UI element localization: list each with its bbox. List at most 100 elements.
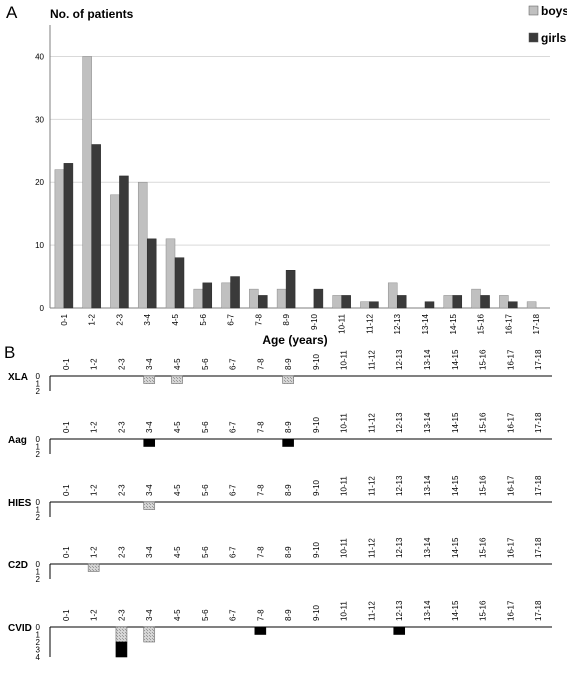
b-column-label: 0-1 (62, 484, 71, 496)
bar-boys (526, 301, 537, 309)
b-column-label: 8-9 (284, 546, 293, 558)
b-column-label: 6-7 (229, 484, 238, 496)
bar-girls (258, 295, 268, 309)
panel-a-letter: A (6, 3, 18, 22)
b-column-label: 12-13 (395, 600, 404, 621)
b-column-label: 9-10 (312, 416, 321, 433)
bar-girls (230, 276, 240, 309)
bar-boys (332, 295, 342, 309)
b-column-label: 15-16 (479, 537, 488, 558)
legend-label-boys: boys (541, 4, 567, 18)
b-column-label: 15-16 (479, 349, 488, 370)
x-tick-label: 14-15 (449, 313, 458, 334)
x-tick-label: 9-10 (310, 313, 319, 330)
b-column-label: 12-13 (395, 537, 404, 558)
b-column-label: 10-11 (340, 350, 349, 370)
b-column-label: 12-13 (395, 475, 404, 496)
x-tick-label: 13-14 (421, 313, 430, 334)
bar-girls (202, 282, 213, 309)
x-tick-label: 17-18 (532, 313, 541, 334)
b-column-label: 2-3 (117, 546, 126, 558)
b-column-label: 10-11 (340, 538, 349, 558)
b-column-label: 10-11 (340, 601, 349, 621)
bar-boys (471, 288, 481, 309)
b-column-label: 15-16 (479, 412, 488, 433)
b-column-label: 0-1 (62, 421, 71, 433)
bar-girls (313, 288, 324, 309)
bar-girls (63, 163, 74, 309)
bar-girls (508, 301, 518, 309)
b-bar-boys (143, 375, 156, 384)
x-tick-label: 0-1 (60, 313, 69, 325)
b-column-label: 16-17 (506, 349, 515, 370)
b-column-label: 15-16 (479, 475, 488, 496)
x-tick-label: 3-4 (143, 313, 152, 325)
bar-boys (54, 169, 65, 309)
bar-boys (82, 56, 92, 309)
b-y-tick-label: 1 (36, 380, 41, 389)
b-column-label: 5-6 (201, 546, 210, 558)
b-column-label: 12-13 (395, 412, 404, 433)
x-tick-label: 11-12 (365, 313, 374, 333)
b-column-label: 10-11 (340, 413, 349, 433)
b-column-label: 11-12 (367, 413, 376, 433)
b-column-label: 1-2 (90, 358, 99, 370)
b-bar-boys (143, 626, 156, 643)
b-column-label: 1-2 (90, 609, 99, 621)
b-column-label: 9-10 (312, 541, 321, 558)
b-column-label: 7-8 (256, 358, 265, 370)
b-y-tick-label: 0 (36, 372, 41, 381)
bar-boys (221, 282, 231, 309)
b-column-label: 13-14 (423, 537, 432, 558)
b-column-label: 14-15 (451, 475, 460, 496)
legend-swatch-boys (528, 5, 539, 16)
b-column-label: 4-5 (173, 421, 182, 433)
y-tick-label: 40 (35, 52, 44, 61)
x-tick-label: 15-16 (477, 313, 486, 334)
b-row-label-hies: HIES (8, 498, 32, 509)
x-tick-label: 7-8 (254, 313, 263, 325)
bar-boys (360, 301, 370, 309)
b-column-label: 11-12 (367, 538, 376, 558)
b-bar-girls (282, 438, 294, 447)
bar-girls (480, 295, 490, 309)
b-column-label: 12-13 (395, 349, 404, 370)
b-bar-girls (115, 641, 128, 658)
b-column-label: 6-7 (229, 358, 238, 370)
b-column-label: 9-10 (312, 604, 321, 621)
bar-girls (369, 301, 379, 309)
b-bar-boys (115, 626, 128, 643)
b-column-label: 14-15 (451, 349, 460, 370)
chart-a-plot: 0 10 20 30 40 0-1 1-2 2-3 3-4 4-5 5-6 6-7 7-8 8-9 9-10… (35, 25, 550, 334)
bar-boys (137, 181, 148, 309)
bar-boys (249, 288, 259, 309)
b-column-label: 1-2 (90, 546, 99, 558)
b-y-tick-label: 0 (36, 623, 41, 632)
b-bar-boys (282, 375, 294, 384)
b-column-label: 1-2 (90, 421, 99, 433)
b-y-tick-label: 2 (36, 513, 41, 522)
b-column-label: 4-5 (173, 484, 182, 496)
y-tick-label: 0 (40, 304, 45, 313)
chart-a-xlabel: Age (years) (262, 333, 327, 347)
bar-boys (193, 288, 204, 309)
b-y-tick-label: 3 (36, 646, 41, 655)
b-y-tick-label: 0 (36, 560, 41, 569)
b-column-label: 5-6 (201, 421, 210, 433)
b-column-label: 2-3 (117, 421, 126, 433)
legend-swatch-girls (528, 32, 539, 43)
bar-boys (276, 288, 287, 309)
bar-girls (174, 257, 185, 309)
b-column-label: 3-4 (145, 609, 154, 621)
b-column-label: 15-16 (479, 600, 488, 621)
chart-a-legend: boys girls (528, 4, 567, 45)
b-column-label: 3-4 (145, 421, 154, 433)
b-y-tick-label: 2 (36, 575, 41, 584)
bar-girls (285, 270, 296, 309)
x-tick-label: 4-5 (171, 313, 180, 325)
b-column-label: 11-12 (367, 601, 376, 621)
bar-boys (499, 295, 509, 309)
b-y-tick-label: 4 (36, 653, 41, 662)
b-column-label: 6-7 (229, 609, 238, 621)
